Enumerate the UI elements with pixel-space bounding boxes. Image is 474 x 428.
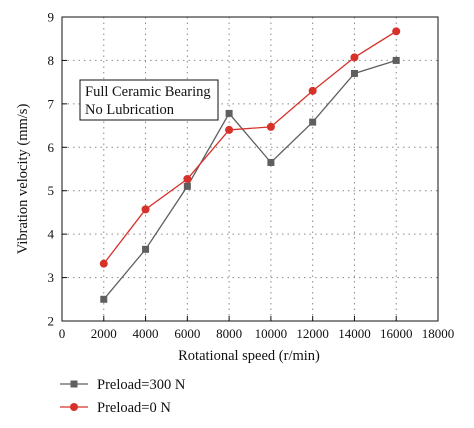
grid — [62, 17, 438, 321]
data-point — [350, 69, 358, 77]
plot-frame — [61, 16, 439, 322]
y-tick-label: 7 — [48, 96, 55, 111]
x-tick-label: 2000 — [91, 326, 117, 341]
legend-label: Preload=300 N — [97, 377, 186, 393]
x-tick-label: 16000 — [380, 326, 413, 341]
legend: Preload=300 N Preload=0 N — [60, 377, 186, 416]
y-tick-label: 8 — [48, 53, 55, 68]
y-tick-label: 2 — [48, 314, 55, 329]
data-point — [266, 122, 275, 131]
y-tick-label: 5 — [48, 183, 55, 198]
data-point — [183, 174, 192, 183]
annotation-line-1: Full Ceramic Bearing — [85, 84, 211, 100]
y-tick-label: 3 — [48, 270, 55, 285]
x-tick-label: 6000 — [174, 326, 200, 341]
x-axis-label: Rotational speed (r/min) — [178, 348, 320, 364]
y-tick-label: 4 — [48, 227, 55, 242]
legend-item: Preload=300 N — [60, 377, 186, 393]
y-tick-label: 6 — [48, 140, 55, 155]
data-point — [100, 295, 108, 303]
series-line — [103, 30, 397, 265]
annotation-line-2: No Lubrication — [85, 102, 175, 118]
x-tick-label: 4000 — [133, 326, 159, 341]
y-axis-label: Vibration velocity (mm/s) — [15, 104, 31, 255]
data-point — [225, 125, 234, 134]
series-2 — [99, 27, 401, 268]
x-tick-label: 10000 — [255, 326, 288, 341]
data-point — [141, 205, 150, 214]
data-point — [308, 86, 317, 95]
data-point — [392, 27, 401, 36]
x-tick-label: 8000 — [216, 326, 242, 341]
x-tick-label: 0 — [59, 326, 66, 341]
series-1 — [100, 56, 400, 303]
data-point — [225, 109, 233, 117]
x-tick-label: 14000 — [338, 326, 371, 341]
series-line — [103, 59, 397, 300]
axis-ticks: 0 2000 4000 6000 8000 10000 12000 14000 16000 180… — [48, 10, 455, 342]
y-tick-label: 9 — [48, 10, 55, 25]
annotation-frame — [79, 79, 219, 121]
data-point — [183, 182, 191, 190]
legend-marker — [70, 380, 78, 388]
legend-marker — [70, 403, 78, 411]
data-point — [142, 245, 150, 253]
annotation-box: Full Ceramic Bearing No Lubrication — [79, 79, 219, 121]
data-point — [99, 259, 108, 268]
series-group — [99, 27, 401, 303]
x-tick-label: 12000 — [296, 326, 329, 341]
legend-item: Preload=0 N — [60, 400, 171, 416]
data-point — [392, 56, 400, 64]
data-point — [350, 53, 359, 62]
x-tick-label: 18000 — [422, 326, 455, 341]
data-point — [309, 118, 317, 126]
legend-label: Preload=0 N — [97, 400, 171, 416]
data-point — [267, 158, 275, 166]
